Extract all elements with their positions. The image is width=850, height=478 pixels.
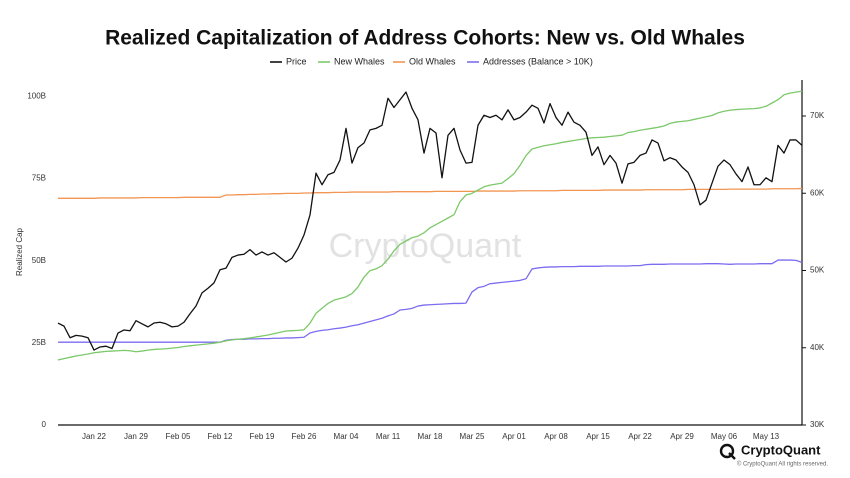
x-tick-label: Jan 29 <box>124 432 149 441</box>
y-tick-label: 0 <box>42 420 47 429</box>
x-tick-label: May 06 <box>711 432 738 441</box>
x-tick-label: Apr 15 <box>586 432 610 441</box>
y2-tick-label: 60K <box>810 188 825 197</box>
brand-logo <box>719 443 736 460</box>
x-tick-label: Apr 29 <box>670 432 694 441</box>
x-tick-label: Feb 19 <box>250 432 275 441</box>
y-tick-label: 25B <box>32 338 46 347</box>
y2-tick-label: 50K <box>810 266 825 275</box>
x-tick-label: Mar 25 <box>460 432 485 441</box>
x-tick-label: Mar 18 <box>418 432 443 441</box>
y-axis-label: Realized Cap <box>15 227 24 276</box>
x-tick-label: Feb 26 <box>292 432 317 441</box>
y-tick-label: 100B <box>27 92 46 101</box>
chart-title: Realized Capitalization of Address Cohor… <box>105 27 745 50</box>
x-tick-label: May 13 <box>753 432 780 441</box>
x-tick-label: Feb 05 <box>166 432 191 441</box>
y2-tick-label: 70K <box>810 111 825 120</box>
x-tick-label: Apr 22 <box>628 432 652 441</box>
series-line <box>57 90 803 361</box>
x-tick-label: Mar 04 <box>334 432 359 441</box>
y-tick-label: 75B <box>32 174 46 183</box>
x-tick-label: Apr 08 <box>544 432 568 441</box>
logo-icon-tail <box>728 452 736 460</box>
y2-tick-label: 40K <box>810 343 825 352</box>
legend-label: Price <box>286 56 307 66</box>
series-line <box>58 187 803 199</box>
brand-name: CryptoQuant <box>741 442 821 457</box>
copyright: © CryptoQuant All rights reserved. <box>737 461 828 468</box>
x-tick-label: Mar 11 <box>376 432 401 441</box>
legend-label: Addresses (Balance > 10K) <box>483 56 593 66</box>
legend-label: Old Whales <box>409 56 456 66</box>
x-tick-label: Apr 01 <box>502 432 526 441</box>
series-line <box>58 259 803 343</box>
legend-label: New Whales <box>334 56 385 66</box>
y-tick-label: 50B <box>32 256 46 265</box>
logo-icon <box>719 443 735 459</box>
y2-tick-label: 30K <box>810 420 825 429</box>
series-line <box>57 91 803 351</box>
x-tick-label: Jan 22 <box>82 432 107 441</box>
x-tick-label: Feb 12 <box>208 432 233 441</box>
watermark: CryptoQuant <box>329 227 522 265</box>
